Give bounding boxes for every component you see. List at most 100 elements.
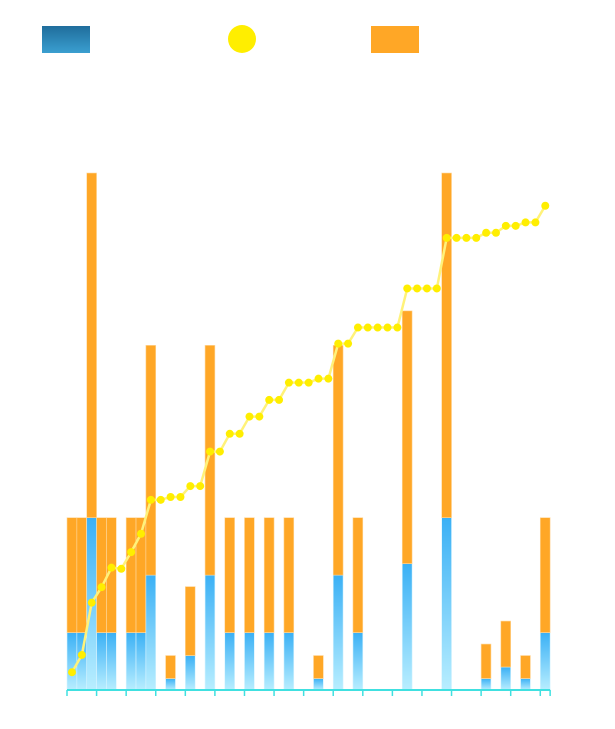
bar-blue <box>283 632 295 691</box>
bars <box>66 172 551 691</box>
line-point <box>353 323 362 332</box>
bar-blue <box>480 678 492 691</box>
bar-orange <box>96 517 107 633</box>
legend <box>42 25 419 53</box>
line-point <box>383 323 392 332</box>
line-point <box>146 495 155 504</box>
line-point <box>363 323 372 332</box>
bar-blue <box>145 574 157 691</box>
line-point <box>393 323 402 332</box>
line-point <box>501 221 510 230</box>
bar-orange <box>263 517 275 633</box>
bar-blue <box>539 632 551 691</box>
line-point <box>68 668 76 677</box>
bar-blue <box>204 574 216 691</box>
line-point <box>215 447 224 456</box>
bar-orange <box>145 345 157 576</box>
legend-swatch-orange[interactable] <box>371 26 419 53</box>
bar-blue <box>332 574 344 691</box>
bar-blue <box>401 563 413 691</box>
bar-orange <box>283 517 295 633</box>
bar-orange <box>125 517 137 633</box>
legend-swatch-yellow[interactable] <box>228 25 256 53</box>
bar-orange <box>204 345 216 576</box>
bar-blue <box>96 632 107 691</box>
line-point <box>432 284 441 293</box>
bar-orange <box>401 310 413 564</box>
bar-orange <box>520 655 531 679</box>
line-point <box>531 218 540 227</box>
line-point <box>541 201 550 210</box>
line-point <box>196 482 205 491</box>
line-point <box>284 378 293 387</box>
line-point <box>511 221 520 230</box>
bar-blue <box>125 632 137 691</box>
bar-blue <box>500 666 511 691</box>
bar-orange <box>165 655 176 679</box>
bar-orange <box>441 172 452 518</box>
line-point <box>77 650 86 659</box>
line-point <box>156 495 165 504</box>
line-point <box>373 323 382 332</box>
line-point <box>166 492 175 501</box>
line-point <box>265 395 274 404</box>
line-point <box>334 339 343 348</box>
line-point <box>206 447 215 456</box>
line-point <box>452 233 461 242</box>
bar-blue <box>352 632 364 691</box>
bar-blue <box>135 632 147 691</box>
bar-orange <box>76 517 88 633</box>
line-point <box>294 378 303 387</box>
line-series <box>68 201 550 677</box>
line-point <box>87 598 96 607</box>
line-point <box>521 218 530 227</box>
bar-orange <box>244 517 255 633</box>
bar-orange <box>352 517 364 633</box>
bar-blue <box>263 632 275 691</box>
bar-blue <box>106 632 117 691</box>
bar-orange <box>480 643 492 679</box>
line-point <box>137 529 146 538</box>
line-point <box>472 233 481 242</box>
line-point <box>97 583 106 592</box>
line-point <box>255 412 264 421</box>
bar-orange <box>539 517 551 633</box>
line-point <box>186 482 195 491</box>
bar-blue <box>313 678 324 691</box>
bar-blue <box>185 655 196 691</box>
line-point <box>245 412 254 421</box>
line-point <box>275 395 284 404</box>
line-point <box>413 284 422 293</box>
line-point <box>482 228 491 237</box>
line-point <box>344 339 353 348</box>
line-point <box>107 563 116 572</box>
line-point <box>314 374 323 383</box>
legend-swatch-blue[interactable] <box>42 26 90 53</box>
line-point <box>324 374 333 383</box>
line-point <box>462 233 471 242</box>
bar-orange <box>500 620 511 668</box>
line-point <box>225 429 234 438</box>
bar-orange <box>313 655 324 679</box>
line-point <box>491 228 500 237</box>
bar-blue <box>441 517 452 691</box>
line-point <box>235 429 244 438</box>
x-axis <box>66 689 551 696</box>
bar-orange <box>224 517 235 633</box>
line-point <box>304 378 313 387</box>
bar-blue <box>165 678 176 691</box>
line-point <box>117 564 126 573</box>
line-point <box>422 284 431 293</box>
bar-orange <box>66 517 78 633</box>
bar-blue <box>224 632 235 691</box>
bar-orange <box>86 172 97 518</box>
bar-blue <box>66 632 78 691</box>
line-point <box>176 492 185 501</box>
bar-blue <box>520 678 531 691</box>
line-point <box>127 548 136 557</box>
bar-orange <box>185 586 196 656</box>
bar-blue <box>244 632 255 691</box>
line-point <box>403 284 412 293</box>
bar-orange <box>332 345 344 576</box>
